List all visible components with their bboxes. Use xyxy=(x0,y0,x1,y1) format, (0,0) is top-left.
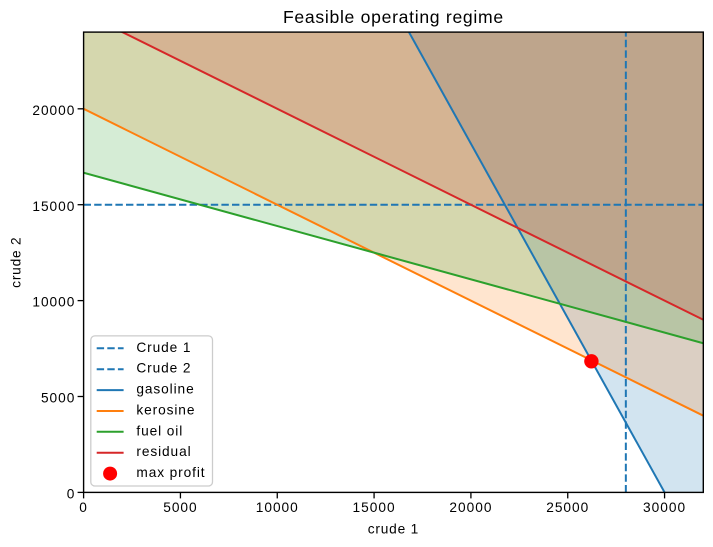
svg-text:0: 0 xyxy=(79,500,88,515)
svg-text:5000: 5000 xyxy=(41,391,75,406)
svg-text:crude 1: crude 1 xyxy=(368,522,419,537)
svg-text:kerosine: kerosine xyxy=(136,403,195,418)
svg-text:5000: 5000 xyxy=(163,500,197,515)
svg-text:Crude 2: Crude 2 xyxy=(136,361,191,376)
svg-text:25000: 25000 xyxy=(546,500,589,515)
svg-text:residual: residual xyxy=(136,444,191,459)
svg-text:20000: 20000 xyxy=(449,500,492,515)
svg-text:gasoline: gasoline xyxy=(136,382,194,397)
svg-text:30000: 30000 xyxy=(643,500,686,515)
svg-text:max profit: max profit xyxy=(136,465,205,480)
svg-text:20000: 20000 xyxy=(32,103,75,118)
svg-text:Crude 1: Crude 1 xyxy=(136,340,191,355)
svg-text:0: 0 xyxy=(67,487,76,502)
svg-text:10000: 10000 xyxy=(32,295,75,310)
svg-text:15000: 15000 xyxy=(32,199,75,214)
svg-text:crude 2: crude 2 xyxy=(9,237,24,288)
svg-text:15000: 15000 xyxy=(353,500,396,515)
svg-text:fuel oil: fuel oil xyxy=(136,423,183,438)
svg-text:10000: 10000 xyxy=(256,500,299,515)
svg-text:Feasible operating regime: Feasible operating regime xyxy=(283,7,504,27)
